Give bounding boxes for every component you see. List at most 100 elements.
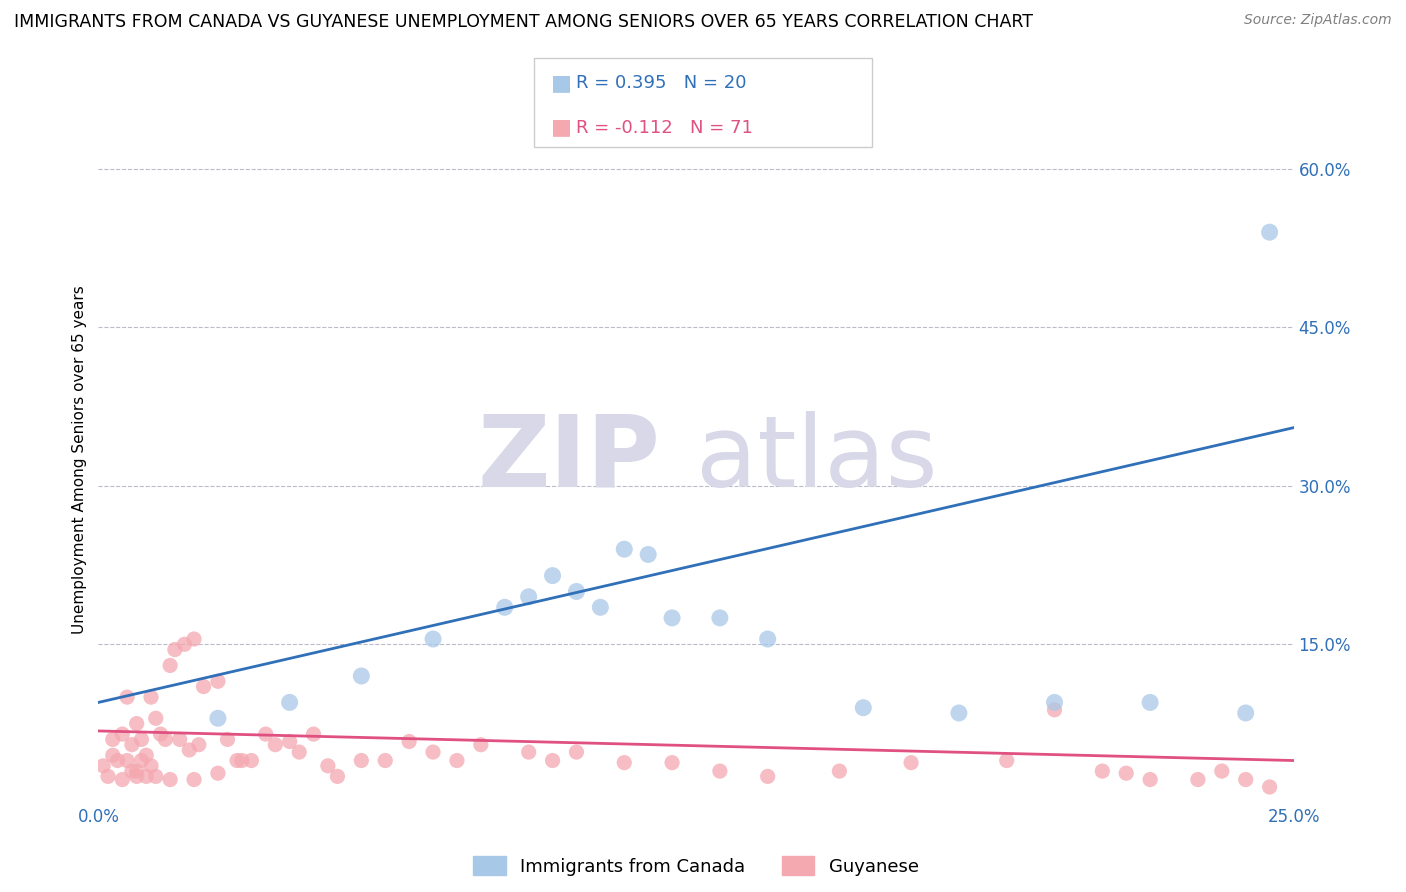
- Point: [1091, 764, 1114, 778]
- Point: [107, 754, 129, 768]
- Point: [326, 769, 349, 783]
- Point: [183, 632, 205, 646]
- Point: [1187, 772, 1209, 787]
- Text: ZIP: ZIP: [477, 411, 661, 508]
- Legend: Immigrants from Canada, Guyanese: Immigrants from Canada, Guyanese: [467, 849, 925, 883]
- Y-axis label: Unemployment Among Seniors over 65 years: Unemployment Among Seniors over 65 years: [72, 285, 87, 633]
- Point: [121, 738, 143, 752]
- Point: [207, 674, 229, 689]
- Point: [264, 738, 287, 752]
- Point: [661, 756, 683, 770]
- Point: [446, 754, 468, 768]
- Point: [613, 756, 636, 770]
- Point: [145, 711, 167, 725]
- Text: R = 0.395   N = 20: R = 0.395 N = 20: [576, 74, 747, 92]
- Point: [316, 759, 339, 773]
- Point: [111, 727, 134, 741]
- Point: [231, 754, 253, 768]
- Point: [254, 727, 277, 741]
- Point: [288, 745, 311, 759]
- Point: [115, 690, 138, 705]
- Point: [541, 568, 564, 582]
- Point: [97, 769, 120, 783]
- Text: ■: ■: [551, 118, 572, 137]
- Point: [1234, 706, 1257, 720]
- Text: R = -0.112   N = 71: R = -0.112 N = 71: [576, 119, 754, 136]
- Point: [1043, 695, 1066, 709]
- Point: [1234, 772, 1257, 787]
- Point: [589, 600, 612, 615]
- Point: [101, 732, 124, 747]
- Point: [1258, 225, 1281, 239]
- Point: [852, 700, 875, 714]
- Point: [183, 772, 205, 787]
- Point: [101, 748, 124, 763]
- Point: [1258, 780, 1281, 794]
- Point: [709, 764, 731, 778]
- Point: [149, 727, 172, 741]
- Point: [828, 764, 851, 778]
- Point: [125, 716, 148, 731]
- Point: [131, 732, 153, 747]
- Point: [422, 745, 444, 759]
- Point: [91, 759, 114, 773]
- Point: [278, 695, 301, 709]
- Point: [613, 542, 636, 557]
- Point: [302, 727, 325, 741]
- Point: [350, 669, 373, 683]
- Point: [565, 584, 588, 599]
- Point: [756, 632, 779, 646]
- Point: [179, 743, 201, 757]
- Point: [121, 764, 143, 778]
- Text: Source: ZipAtlas.com: Source: ZipAtlas.com: [1244, 13, 1392, 28]
- Point: [135, 769, 157, 783]
- Point: [374, 754, 396, 768]
- Point: [145, 769, 167, 783]
- Point: [470, 738, 492, 752]
- Point: [709, 611, 731, 625]
- Point: [1115, 766, 1137, 780]
- Point: [1139, 695, 1161, 709]
- Point: [193, 680, 215, 694]
- Point: [661, 611, 683, 625]
- Point: [125, 769, 148, 783]
- Point: [541, 754, 564, 768]
- Point: [637, 548, 659, 562]
- Point: [135, 748, 157, 763]
- Point: [159, 772, 181, 787]
- Point: [173, 637, 195, 651]
- Point: [115, 754, 138, 768]
- Point: [565, 745, 588, 759]
- Point: [125, 764, 148, 778]
- Point: [422, 632, 444, 646]
- Point: [207, 766, 229, 780]
- Point: [278, 734, 301, 748]
- Point: [159, 658, 181, 673]
- Point: [350, 754, 373, 768]
- Point: [1043, 703, 1066, 717]
- Point: [948, 706, 970, 720]
- Point: [187, 738, 209, 752]
- Text: IMMIGRANTS FROM CANADA VS GUYANESE UNEMPLOYMENT AMONG SENIORS OVER 65 YEARS CORR: IMMIGRANTS FROM CANADA VS GUYANESE UNEMP…: [14, 13, 1033, 31]
- Point: [169, 732, 191, 747]
- Point: [517, 745, 540, 759]
- Point: [217, 732, 239, 747]
- Point: [494, 600, 516, 615]
- Point: [900, 756, 922, 770]
- Point: [139, 759, 162, 773]
- Point: [111, 772, 134, 787]
- Point: [995, 754, 1018, 768]
- Point: [1139, 772, 1161, 787]
- Point: [207, 711, 229, 725]
- Point: [163, 642, 186, 657]
- Point: [240, 754, 263, 768]
- Point: [1211, 764, 1233, 778]
- Text: atlas: atlas: [696, 411, 938, 508]
- Point: [155, 732, 177, 747]
- Point: [131, 754, 153, 768]
- Point: [226, 754, 249, 768]
- Point: [398, 734, 420, 748]
- Point: [517, 590, 540, 604]
- Point: [139, 690, 162, 705]
- Text: ■: ■: [551, 73, 572, 93]
